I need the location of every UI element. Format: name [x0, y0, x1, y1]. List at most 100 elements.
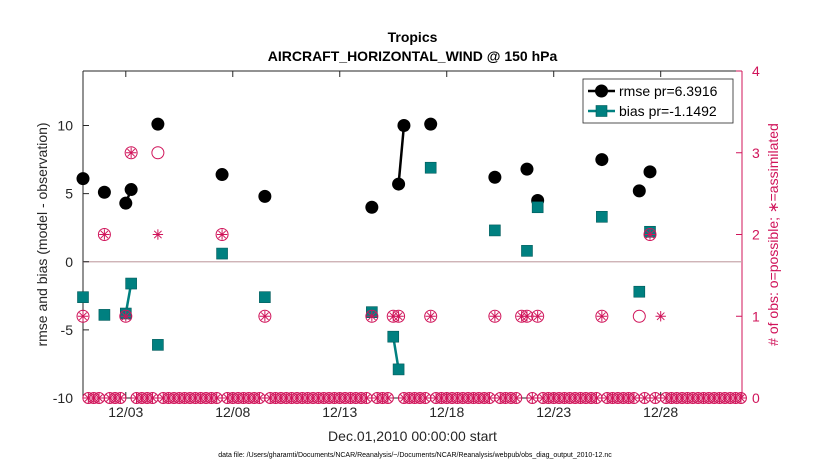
assimilated-obs-point — [366, 311, 378, 322]
asterisk-stroke — [95, 394, 103, 402]
zero-count-point — [93, 392, 106, 404]
assimilated-obs-point — [216, 229, 228, 240]
bias-point — [521, 245, 533, 257]
asterisk-stroke — [522, 312, 531, 321]
y-tick-label: 0 — [65, 254, 73, 270]
assimilated-obs-point — [532, 311, 543, 322]
zero-count-point — [360, 392, 373, 404]
zero-count-point — [114, 392, 127, 404]
rmse-point — [124, 183, 138, 197]
asterisk-stroke — [485, 394, 494, 402]
plot-area — [83, 71, 742, 398]
legend-label: bias pr=-1.1492 — [619, 103, 717, 119]
bias-point — [596, 210, 608, 223]
assimilated-obs-point — [152, 229, 164, 240]
asterisk-stroke — [645, 230, 655, 239]
assimilated-marker — [511, 393, 522, 403]
bias-point — [531, 201, 544, 214]
zero-count-markers — [82, 392, 747, 404]
possible-obs-point — [365, 309, 379, 323]
y-tick-label: -10 — [53, 390, 73, 406]
y2-tick-label: 2 — [752, 227, 760, 243]
zero-count-point — [649, 392, 662, 404]
assimilated-obs-point — [120, 311, 131, 322]
asterisk-stroke — [630, 394, 638, 402]
asterisk-stroke — [362, 394, 371, 402]
assimilated-obs-point — [489, 311, 501, 322]
assimilated-obs-point — [393, 311, 404, 322]
asterisk-stroke — [153, 230, 162, 239]
zero-count-point — [419, 392, 432, 404]
rmse-point — [76, 172, 90, 186]
bias-point — [489, 224, 501, 237]
asterisk-stroke — [651, 394, 660, 402]
possible-obs-point — [119, 309, 133, 323]
y2-tick-label: 1 — [752, 308, 760, 324]
assimilated-obs-point — [644, 229, 656, 240]
y-tick-label: 5 — [65, 186, 73, 202]
asterisk-stroke — [533, 312, 542, 321]
possible-obs-point — [97, 228, 111, 241]
possible-marker — [114, 392, 127, 404]
possible-marker — [734, 392, 747, 404]
rmse-point — [97, 185, 111, 199]
bias-point — [392, 363, 405, 376]
assimilated-marker — [591, 393, 602, 403]
series-square — [77, 161, 656, 376]
asterisk-stroke — [597, 312, 606, 321]
asterisk-stroke — [255, 394, 264, 402]
zero-count-point — [483, 392, 496, 404]
assimilated-marker — [420, 393, 431, 403]
assimilated-marker — [382, 393, 393, 403]
asterisk-stroke — [528, 394, 537, 402]
assimilated-obs-point — [125, 147, 137, 158]
asterisk-stroke — [512, 394, 521, 402]
rmse-point — [392, 177, 406, 191]
rmse-point — [119, 196, 133, 210]
rmse-point — [215, 168, 229, 182]
chart-title: Tropics — [388, 29, 438, 45]
y-tick-label: 10 — [57, 118, 73, 134]
assimilated-obs-point — [521, 311, 533, 322]
zero-count-point — [381, 392, 394, 404]
x-tick-label: 12/08 — [215, 404, 250, 420]
assimilated-marker — [361, 393, 372, 403]
rmse-point — [151, 117, 165, 131]
assimilated-marker — [147, 393, 158, 403]
possible-obs-point — [76, 309, 90, 323]
zero-count-point — [627, 392, 640, 404]
asterisk-stroke — [218, 230, 227, 239]
possible-obs-point — [488, 309, 502, 323]
asterisk-stroke — [127, 148, 136, 157]
legend-label: rmse pr=6.3916 — [619, 83, 718, 99]
zero-count-point — [210, 392, 223, 404]
y-axis-label: rmse and bias (model - observation) — [34, 122, 50, 346]
y2-tick-label: 0 — [752, 390, 760, 406]
bias-point — [216, 247, 228, 260]
legend-box — [582, 78, 734, 124]
asterisk-stroke — [656, 312, 665, 321]
bias-point — [387, 330, 400, 343]
assimilated-marker — [527, 393, 538, 403]
rmse-point — [520, 162, 534, 176]
asterisk-stroke — [737, 394, 745, 402]
rmse-point — [632, 184, 646, 198]
asterisk-stroke — [384, 394, 392, 402]
series-asterisk — [77, 147, 666, 322]
y2-axis-label: # of obs: o=possible; ∗=assimilated — [765, 123, 781, 346]
zero-count-point — [510, 392, 523, 404]
data-file-footer: data file: /Users/gharamti/Documents/NCA… — [218, 452, 612, 459]
series-line-segment — [397, 125, 406, 185]
zero-count-point — [734, 392, 747, 404]
legend-rmse-marker — [595, 84, 608, 98]
asterisk-stroke — [592, 394, 601, 402]
bias-point — [98, 309, 111, 321]
assimilated-obs-point — [596, 311, 608, 322]
possible-marker — [510, 392, 523, 404]
assimilated-marker — [115, 393, 126, 403]
assimilated-marker — [628, 393, 639, 403]
assimilated-marker — [639, 393, 650, 403]
chart-subtitle: AIRCRAFT_HORIZONTAL_WIND @ 150 hPa — [268, 48, 558, 64]
asterisk-stroke — [100, 230, 109, 239]
